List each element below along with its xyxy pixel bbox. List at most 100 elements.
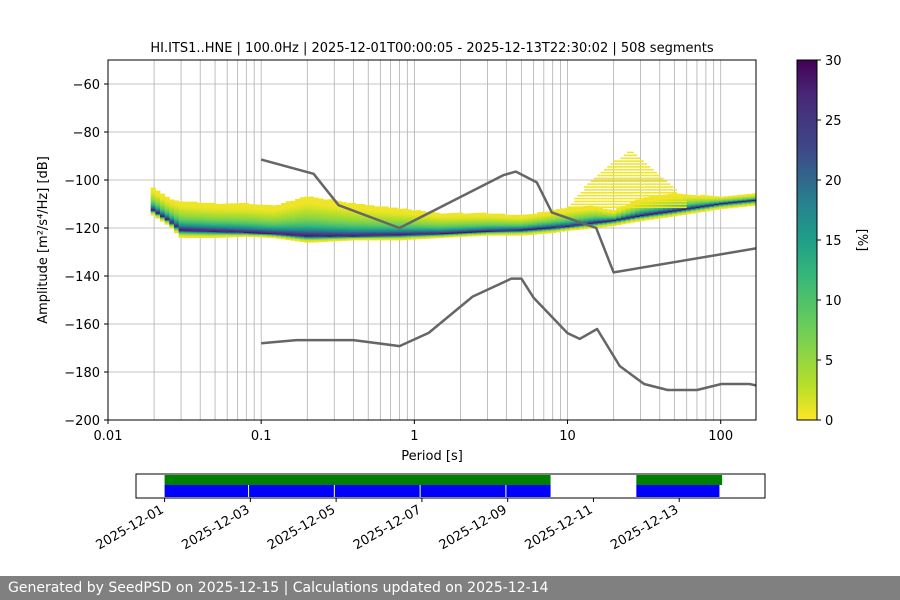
psd-cell: [569, 225, 575, 227]
psd-cell: [709, 198, 715, 200]
psd-cell: [439, 230, 445, 232]
psd-cell: [555, 216, 561, 218]
psd-cell: [593, 212, 599, 214]
psd-cell: [285, 234, 291, 237]
psd-cell: [444, 213, 450, 215]
psd-cell: [295, 232, 301, 235]
psd-cell: [290, 230, 296, 233]
psd-cell: [220, 208, 226, 211]
psd-cell: [607, 168, 611, 171]
psd-cell: [350, 213, 356, 216]
psd-cell: [620, 200, 624, 203]
psd-cell: [304, 206, 310, 208]
psd-cell: [378, 211, 384, 213]
psd-cell: [551, 219, 557, 222]
psd-cell: [192, 210, 198, 212]
psd-cell: [690, 202, 696, 204]
psd-cell: [378, 217, 384, 219]
psd-cell: [295, 219, 301, 221]
psd-cell: [299, 229, 305, 232]
psd-cell: [248, 235, 254, 237]
psd-cell: [630, 206, 634, 208]
psd-cell: [295, 199, 301, 201]
psd-cell: [322, 221, 329, 223]
psd-cell: [462, 213, 468, 216]
psd-cell: [248, 234, 254, 236]
psd-cell: [610, 200, 614, 203]
psd-cell: [686, 209, 692, 211]
psd-cell: [350, 235, 356, 237]
psd-cell: [439, 235, 445, 237]
psd-cell: [588, 213, 594, 216]
psd-cell: [594, 177, 598, 180]
psd-cell: [276, 234, 282, 237]
psd-cell: [304, 207, 310, 210]
psd-cell: [434, 228, 440, 230]
psd-cell: [336, 227, 342, 230]
psd-cell: [322, 239, 329, 241]
psd-cell: [742, 197, 748, 200]
psd-cell: [304, 203, 310, 206]
psd-cell: [313, 215, 319, 218]
psd-cell: [397, 230, 403, 232]
psd-cell: [420, 237, 426, 240]
psd-cell: [640, 174, 644, 177]
psd-cell: [355, 229, 361, 231]
psd-cell: [332, 222, 338, 225]
psd-cell: [383, 236, 389, 238]
psd-cell: [313, 229, 319, 232]
psd-cell: [364, 235, 370, 237]
psd-cell: [686, 199, 692, 202]
psd-cell: [623, 183, 628, 185]
psd-cell: [737, 205, 743, 208]
psd-cell: [257, 215, 263, 218]
psd-cell: [513, 217, 519, 219]
psd-cell: [504, 218, 510, 220]
psd-cell: [253, 215, 259, 217]
psd-cell: [630, 168, 634, 171]
psd-cell: [667, 213, 673, 215]
psd-cell: [680, 203, 684, 206]
psd-cell: [313, 207, 319, 209]
psd-cell: [150, 187, 156, 190]
psd-cell: [495, 218, 501, 220]
psd-cell: [434, 223, 440, 226]
psd-cell: [267, 221, 273, 224]
psd-cell: [313, 198, 319, 201]
psd-cell: [569, 220, 575, 222]
psd-cell: [318, 239, 324, 241]
psd-cell: [681, 213, 687, 215]
psd-cell: [364, 212, 370, 214]
psd-cell: [309, 238, 315, 241]
psd-cell: [504, 228, 510, 230]
psd-cell: [551, 229, 557, 231]
psd-cell: [676, 193, 682, 196]
psd-cell: [653, 207, 659, 210]
psd-cell: [299, 224, 305, 227]
psd-cell: [523, 233, 529, 236]
psd-cell: [425, 221, 431, 224]
psd-cell: [309, 228, 315, 231]
psd-cell: [600, 192, 604, 194]
y-tick-label: −100: [64, 174, 100, 189]
psd-cell: [656, 200, 661, 203]
psd-cell: [346, 221, 352, 223]
psd-cell: [234, 206, 240, 209]
psd-cell: [453, 212, 459, 215]
psd-cell: [215, 214, 221, 217]
psd-cell: [234, 205, 240, 208]
psd-cell: [267, 205, 273, 207]
psd-cell: [243, 205, 249, 207]
psd-cell: [285, 209, 291, 212]
psd-cell: [646, 200, 651, 203]
psd-cell: [355, 207, 361, 210]
psd-cell: [378, 214, 384, 217]
psd-cell: [327, 204, 333, 206]
psd-cell: [383, 216, 389, 218]
psd-cell: [225, 232, 231, 234]
psd-cell: [369, 232, 375, 235]
psd-cell: [183, 205, 189, 207]
psd-cell: [444, 233, 450, 236]
psd-cell: [262, 226, 268, 229]
psd-cell: [392, 219, 398, 222]
